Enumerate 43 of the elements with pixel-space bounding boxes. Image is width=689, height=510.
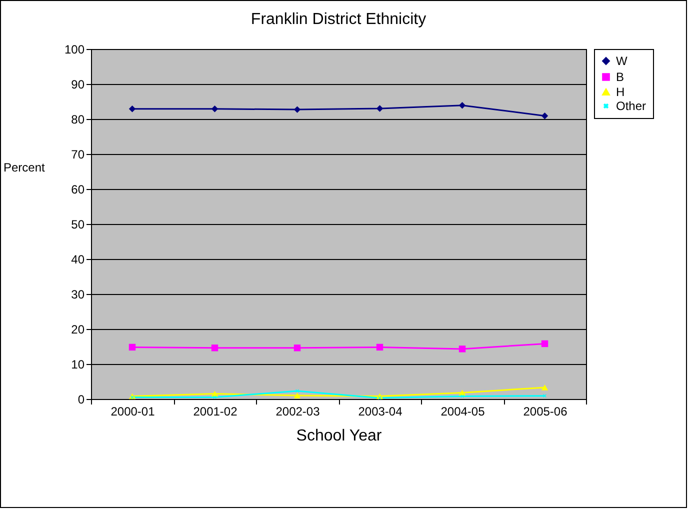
point — [128, 344, 136, 351]
legend-label: H — [616, 85, 625, 99]
y-tick-label: 80 — [71, 112, 85, 126]
point — [211, 105, 218, 112]
x-tick-label: 2004-05 — [440, 404, 486, 418]
point — [541, 340, 548, 348]
y-tick-label: 0 — [78, 392, 85, 406]
point — [458, 102, 466, 109]
y-axis-title: Percent — [4, 160, 46, 174]
point — [128, 105, 136, 112]
point — [211, 344, 218, 352]
point — [541, 112, 548, 120]
point — [460, 394, 464, 398]
legend-label: B — [616, 70, 624, 84]
point — [294, 106, 301, 113]
y-tick-label: 90 — [71, 78, 85, 92]
point — [541, 384, 548, 390]
point — [294, 392, 301, 398]
legend-label: W — [616, 54, 628, 68]
x-tick-label: 2002-03 — [276, 404, 320, 418]
point — [458, 390, 466, 396]
y-tick-label: 70 — [71, 148, 85, 162]
x-tick-label: 2003-04 — [358, 404, 403, 418]
x-tick-label: 2005-06 — [523, 404, 568, 418]
y-tick-label: 100 — [64, 42, 85, 56]
point — [296, 389, 299, 393]
point — [376, 105, 384, 112]
point — [376, 344, 384, 351]
point — [213, 396, 216, 399]
y-tick-label: 30 — [71, 288, 85, 302]
point — [294, 344, 301, 352]
y-tick-label: 10 — [71, 358, 85, 372]
x-axis-title: School Year — [296, 428, 382, 444]
y-tick-label: 50 — [71, 218, 85, 232]
chart-title: Franklin District Ethnicity — [250, 11, 426, 28]
point — [543, 394, 546, 398]
legend-label: Other — [616, 99, 646, 113]
x-tick-label: 2000-01 — [110, 404, 156, 418]
y-tick-label: 40 — [71, 252, 85, 266]
y-tick-label: 60 — [71, 182, 85, 196]
x-tick-label: 2001-02 — [193, 404, 238, 418]
y-tick-label: 20 — [71, 322, 85, 336]
point — [458, 346, 466, 352]
